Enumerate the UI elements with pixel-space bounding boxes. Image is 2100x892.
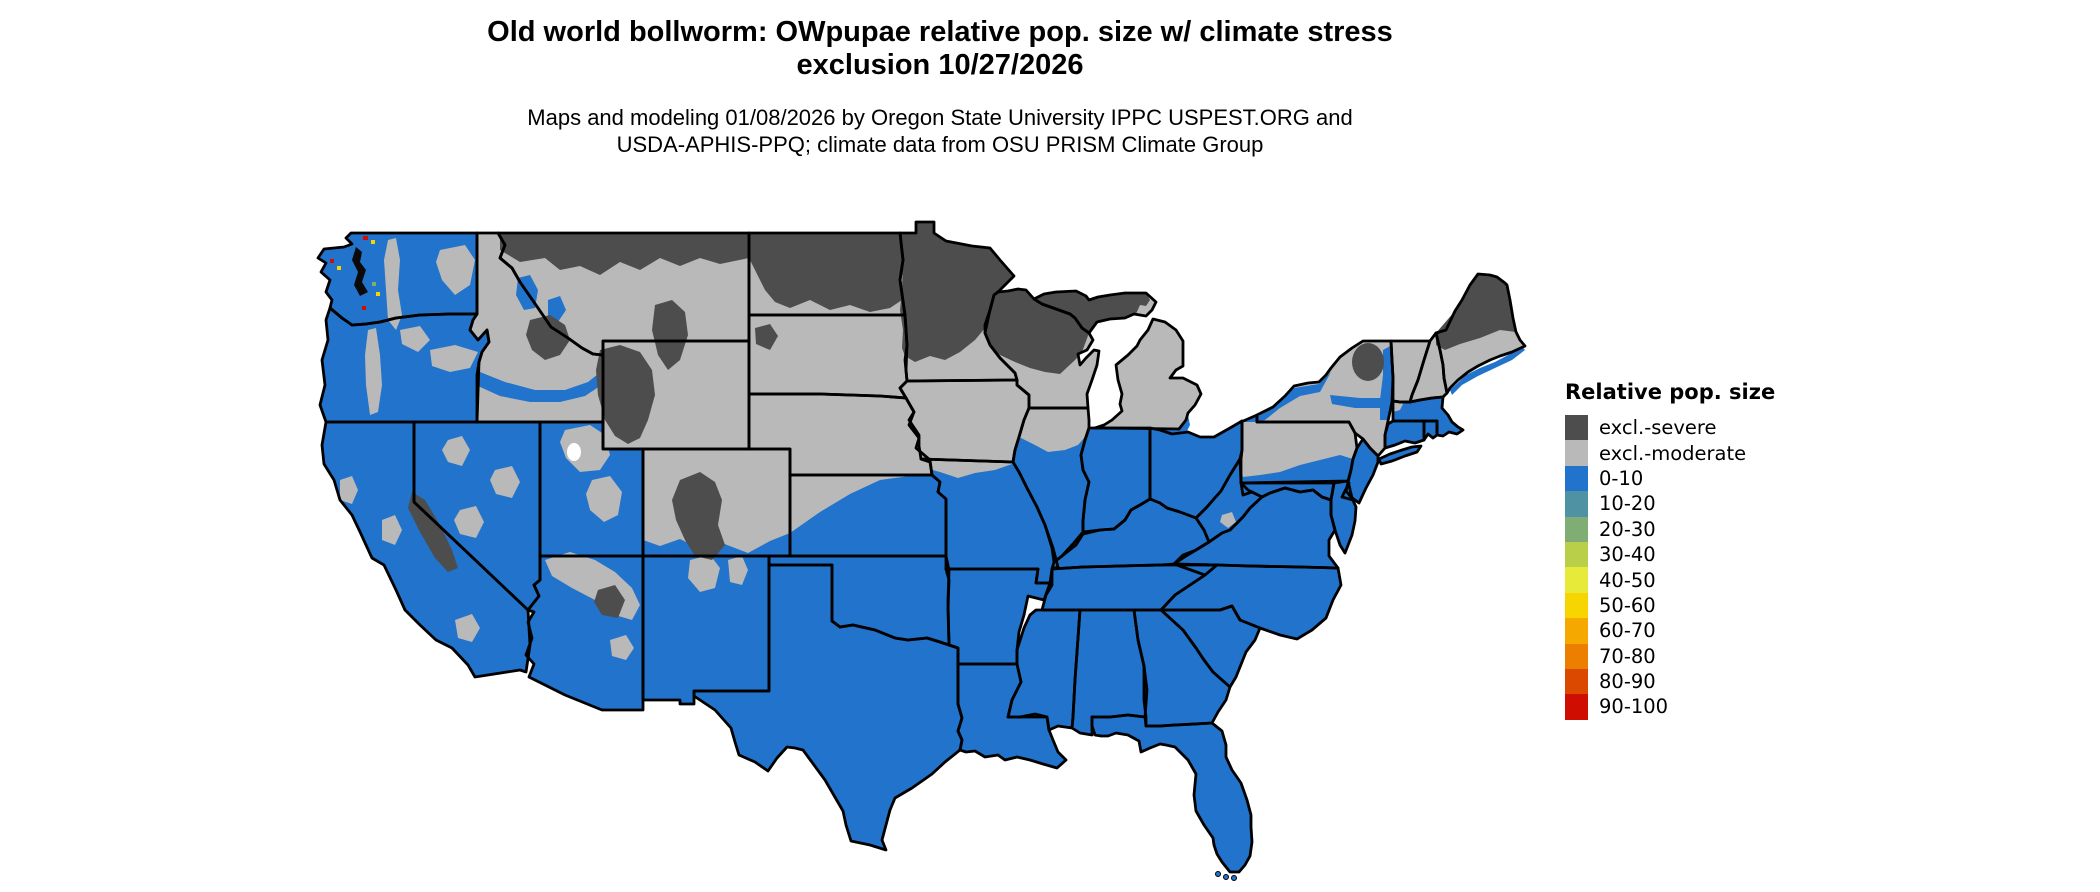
- legend-swatch-excl-moderate: [1565, 440, 1588, 466]
- legend: Relative pop. size excl.-severe excl.-mo…: [1565, 380, 1775, 720]
- legend-row: 20-30: [1565, 516, 1775, 542]
- legend-label: 0-10: [1599, 466, 1644, 490]
- legend-swatch-10-20: [1565, 491, 1588, 517]
- puget-sound-inlet: [352, 247, 368, 296]
- urban-heat-specks: [330, 236, 380, 310]
- legend-swatch-70-80: [1565, 643, 1588, 669]
- legend-label: 90-100: [1599, 695, 1669, 719]
- legend-label: 60-70: [1599, 619, 1656, 643]
- legend-swatch-80-90: [1565, 668, 1588, 695]
- legend-row: 60-70: [1565, 618, 1775, 644]
- legend-row: 80-90: [1565, 668, 1775, 695]
- legend-label: excl.-moderate: [1599, 441, 1747, 465]
- low-population-overlays: [478, 275, 1525, 462]
- legend-swatch-40-50: [1565, 567, 1588, 593]
- legend-row: excl.-severe: [1565, 415, 1775, 441]
- legend-row: 50-60: [1565, 592, 1775, 619]
- legend-swatch-60-70: [1565, 618, 1588, 644]
- map-title-line2: exclusion 10/27/2026: [796, 49, 1084, 81]
- map-title-line1: Old world bollworm: OWpupae relative pop…: [487, 16, 1393, 48]
- severe-exclusion-overlays: [408, 222, 1516, 618]
- state-border-delaware: [1340, 481, 1355, 502]
- legend-label: excl.-severe: [1599, 416, 1717, 440]
- legend-swatch-90-100: [1565, 694, 1588, 720]
- legend-label: 80-90: [1599, 670, 1656, 694]
- legend-label: 10-20: [1599, 492, 1656, 516]
- state-borders: [316, 220, 1527, 874]
- legend-row: 0-10: [1565, 465, 1775, 492]
- title-block: Old world bollworm: OWpupae relative pop…: [0, 16, 1880, 158]
- legend-row: 70-80: [1565, 643, 1775, 669]
- legend-swatch-0-10: [1565, 465, 1588, 492]
- map-subtitle-line2: USDA-APHIS-PPQ; climate data from OSU PR…: [616, 132, 1264, 157]
- legend-label: 50-60: [1599, 593, 1656, 617]
- legend-swatch-excl-severe: [1565, 415, 1588, 441]
- legend-title: Relative pop. size: [1565, 380, 1776, 404]
- legend-swatch-50-60: [1565, 592, 1588, 619]
- map-detail-marks: [330, 236, 1237, 881]
- legend-label: 40-50: [1599, 568, 1656, 592]
- florida-keys: [1215, 871, 1237, 881]
- map-subtitle: Maps and modeling 01/08/2026 by Oregon S…: [0, 104, 1880, 158]
- legend-row: 10-20: [1565, 491, 1775, 517]
- legend-swatch-20-30: [1565, 516, 1588, 542]
- legend-label: 70-80: [1599, 644, 1656, 668]
- legend-label: 20-30: [1599, 517, 1656, 541]
- legend-row: 30-40: [1565, 541, 1775, 568]
- legend-row: excl.-moderate: [1565, 440, 1775, 466]
- map-title: Old world bollworm: OWpupae relative pop…: [0, 16, 1880, 82]
- legend-swatch-30-40: [1565, 541, 1588, 568]
- legend-row: 40-50: [1565, 567, 1775, 593]
- legend-row: 90-100: [1565, 694, 1775, 720]
- legend-rows: excl.-severe excl.-moderate 0-10 10-20 2…: [1565, 415, 1775, 720]
- map-subtitle-line1: Maps and modeling 01/08/2026 by Oregon S…: [527, 105, 1353, 130]
- legend-label: 30-40: [1599, 543, 1656, 567]
- great-salt-lake: [567, 443, 581, 461]
